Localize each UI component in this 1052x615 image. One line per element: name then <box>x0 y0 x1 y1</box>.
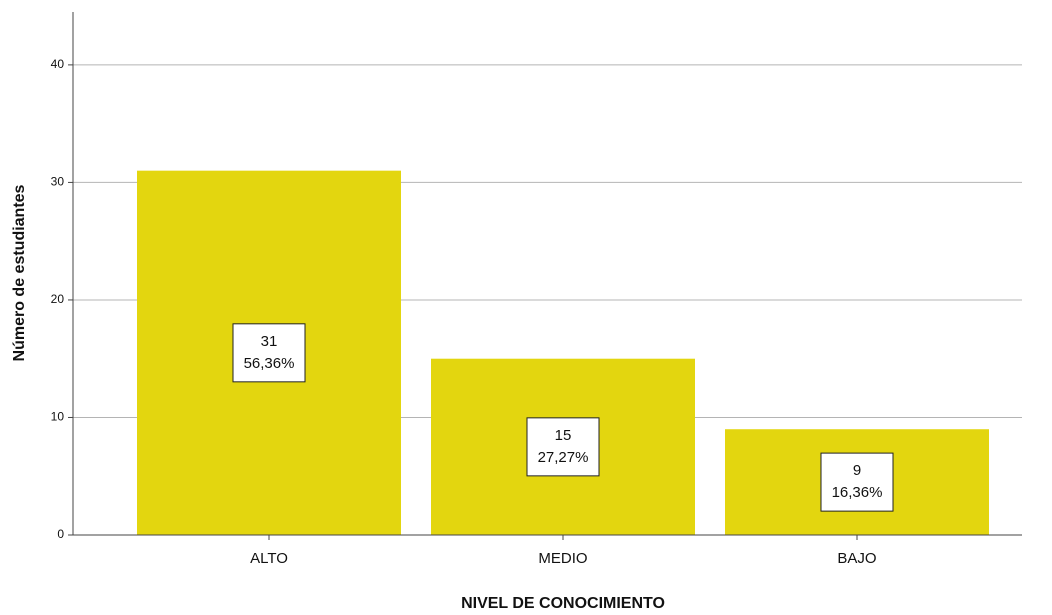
data-label-box <box>526 417 600 477</box>
y-tick-label: 20 <box>51 292 65 306</box>
x-tick-label: BAJO <box>837 550 876 567</box>
x-tick-label: ALTO <box>250 550 288 567</box>
x-tick-label: MEDIO <box>538 550 587 567</box>
data-label: 31 <box>261 333 278 350</box>
percentage-label: 27,27% <box>538 449 589 466</box>
y-tick-label: 0 <box>57 527 64 541</box>
percentage-label: 56,36% <box>244 355 295 372</box>
data-label: 15 <box>555 427 572 444</box>
y-axis-title: Número de estudiantes <box>11 184 28 361</box>
x-axis-title: NIVEL DE CONOCIMIENTO <box>461 595 665 612</box>
percentage-label: 16,36% <box>832 484 883 501</box>
data-label: 9 <box>853 462 861 479</box>
data-label-box <box>232 323 306 383</box>
y-tick-label: 10 <box>51 410 65 424</box>
y-tick-label: 40 <box>51 57 65 71</box>
data-label-box <box>820 452 894 512</box>
y-tick-label: 30 <box>51 175 65 189</box>
